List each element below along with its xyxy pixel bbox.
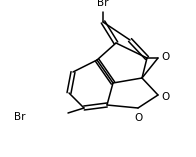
Text: O: O bbox=[161, 92, 169, 102]
Text: O: O bbox=[135, 113, 143, 123]
Text: Br: Br bbox=[14, 112, 25, 122]
Text: Br: Br bbox=[97, 0, 109, 8]
Text: O: O bbox=[161, 52, 169, 62]
